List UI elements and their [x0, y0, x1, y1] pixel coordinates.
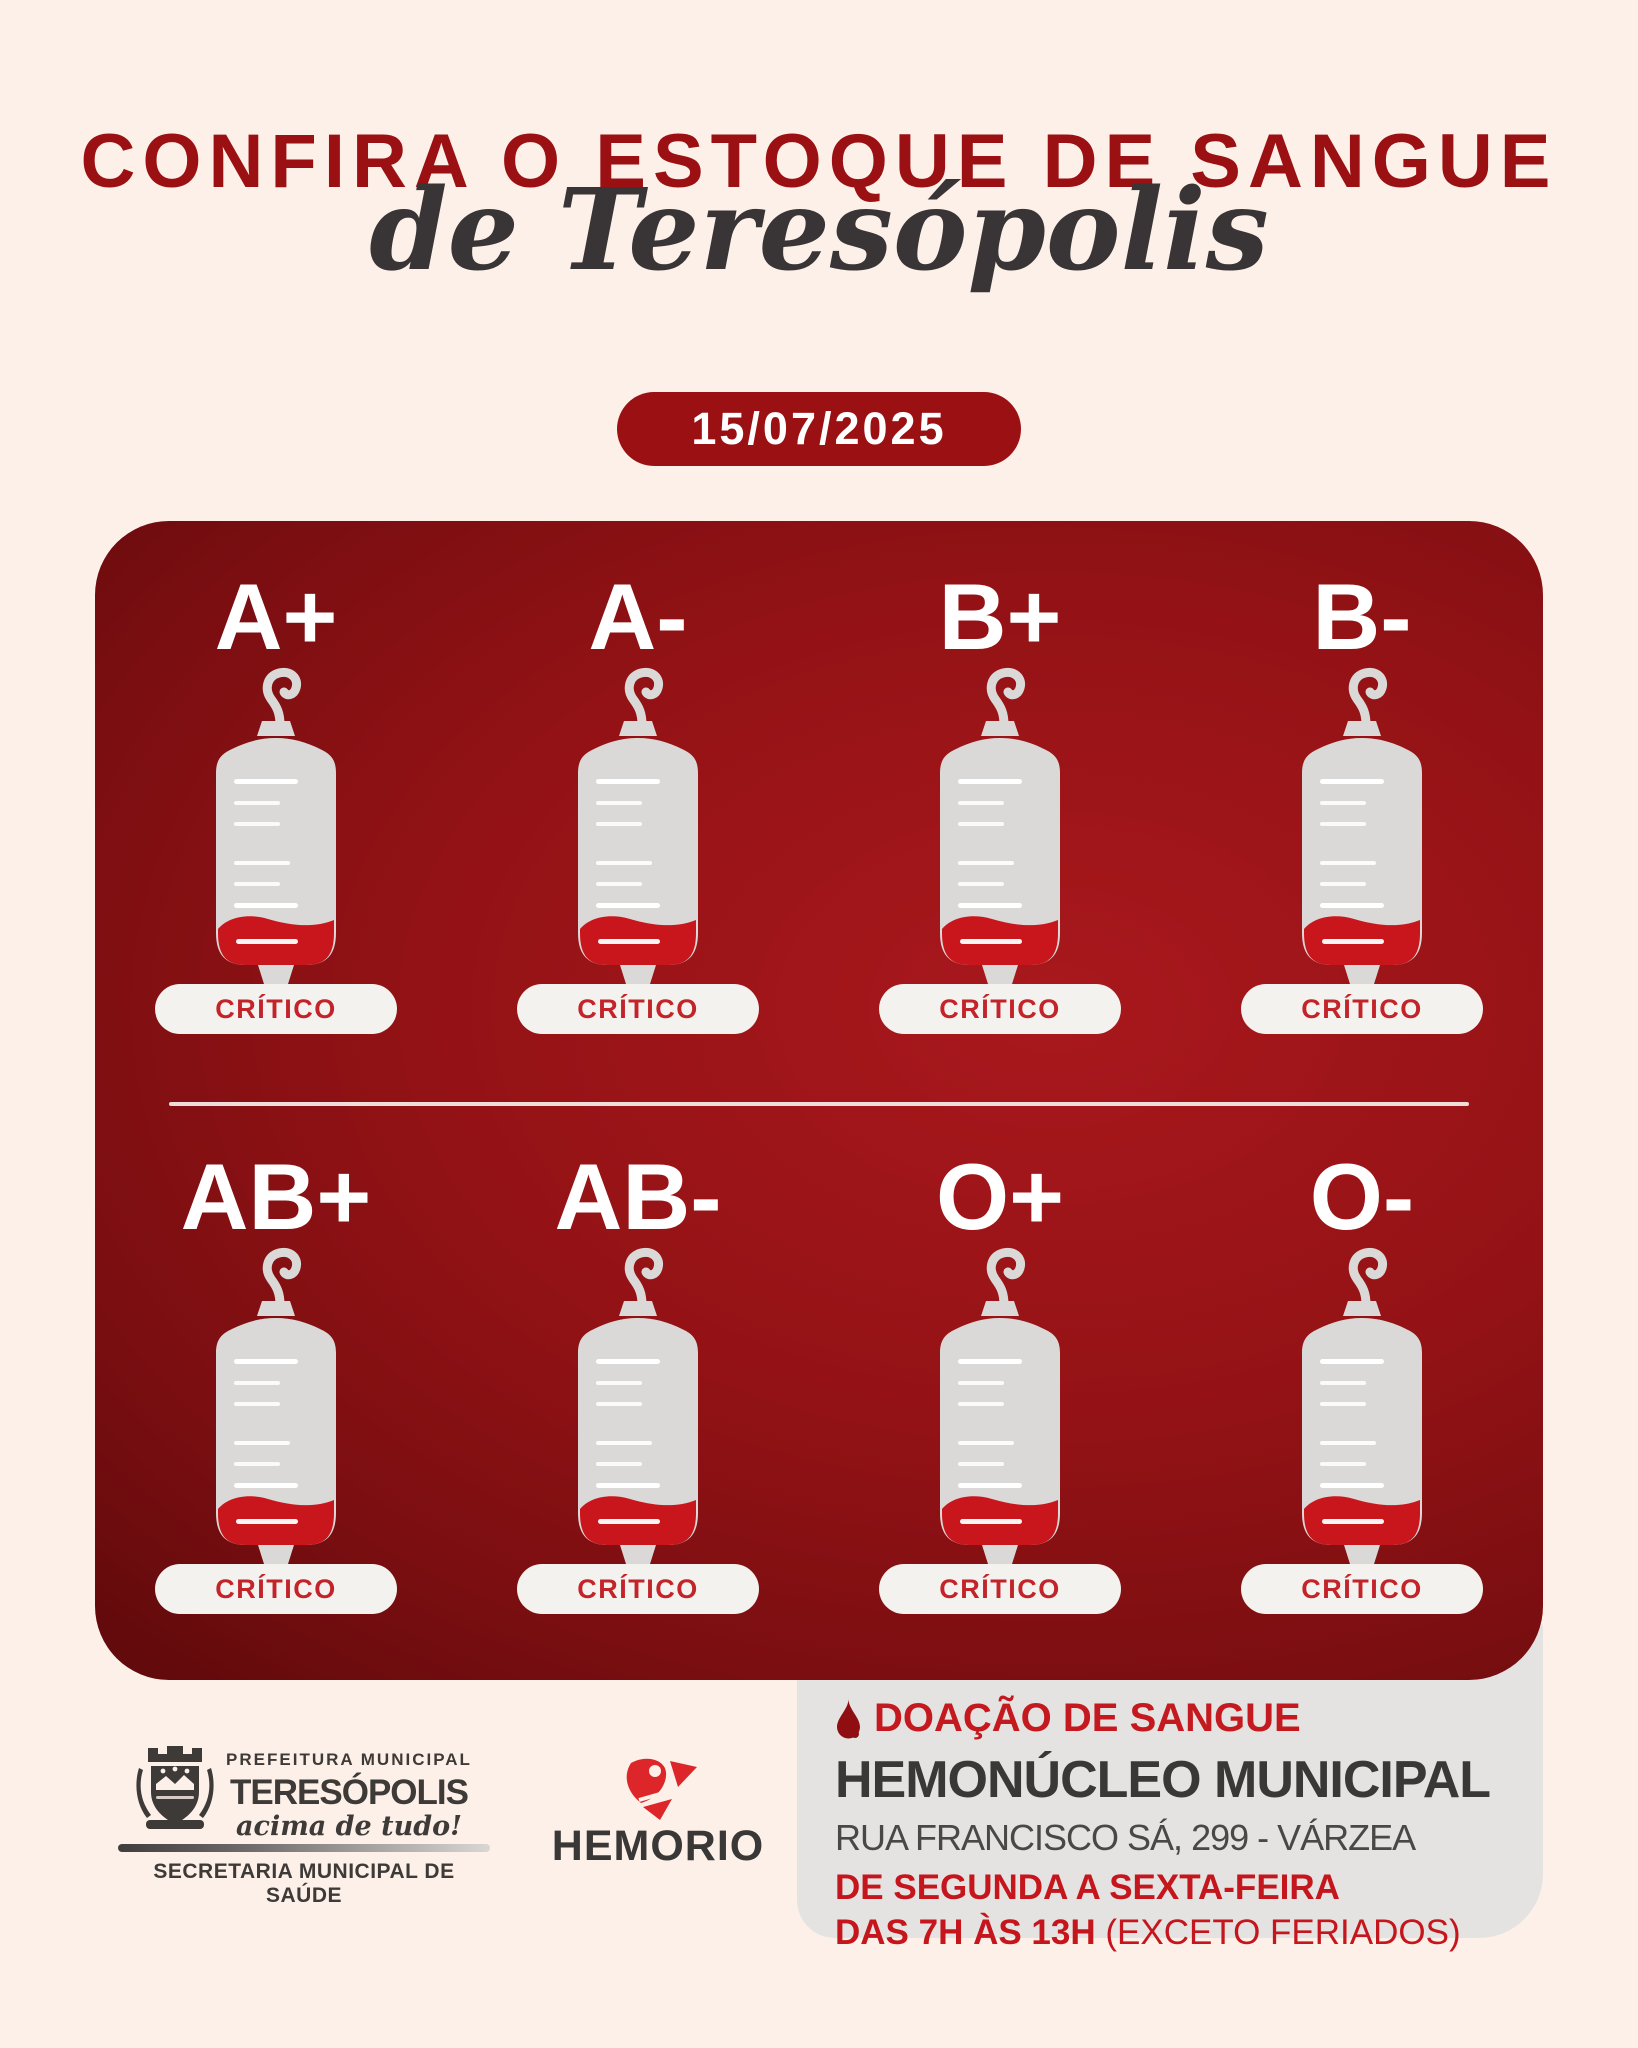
status-badge: CRÍTICO — [1241, 984, 1483, 1034]
status-badge: CRÍTICO — [155, 984, 397, 1034]
status-badge: CRÍTICO — [879, 984, 1121, 1034]
hemorio-icon — [626, 1758, 697, 1820]
stock-cell-a-neg: A- CRÍTICO — [457, 569, 819, 1034]
donation-hours-time: DAS 7H ÀS 13H — [835, 1913, 1096, 1952]
blood-bag-icon — [1282, 1247, 1442, 1593]
blood-drop-icon — [837, 1698, 860, 1738]
stock-cell-o-neg: O- CRÍTICO — [1181, 1149, 1543, 1614]
date-text: 15/07/2025 — [691, 403, 947, 454]
prefeitura-text: PREFEITURA MUNICIPAL TERESÓPOLIS acima d… — [218, 1750, 480, 1842]
prefeitura-logo: PREFEITURA MUNICIPAL TERESÓPOLIS acima d… — [118, 1738, 490, 1907]
status-badge: CRÍTICO — [517, 1564, 759, 1614]
status-text: CRÍTICO — [939, 993, 1061, 1024]
blood-bag-icon — [558, 1247, 718, 1593]
blood-type-label: A+ — [214, 564, 338, 669]
blood-bag-icon — [920, 667, 1080, 1013]
status-badge: CRÍTICO — [517, 984, 759, 1034]
status-text: CRÍTICO — [577, 1573, 699, 1604]
blood-type-label: B- — [1312, 564, 1412, 669]
page-subtitle: de Teresópolis — [369, 165, 1269, 296]
stock-cell-ab-pos: AB+ CRÍTICO — [95, 1149, 457, 1614]
stock-row-1: A+ CRÍTICO A- CRÍTICO B+ CRÍTICO B- CRÍT… — [95, 569, 1543, 1034]
donation-hours: DAS 7H ÀS 13H (EXCETO FERIADOS) — [835, 1913, 1513, 1953]
row-divider — [169, 1102, 1469, 1106]
secretaria-label: SECRETARIA MUNICIPAL DE SAÚDE — [153, 1860, 455, 1907]
blood-bag-icon — [196, 667, 356, 1013]
stock-panel: A+ CRÍTICO A- CRÍTICO B+ CRÍTICO B- CRÍT… — [95, 521, 1543, 1680]
blood-type-label: AB+ — [180, 1144, 372, 1249]
stock-cell-b-neg: B- CRÍTICO — [1181, 569, 1543, 1034]
status-text: CRÍTICO — [1301, 1573, 1423, 1604]
blood-bag-icon — [920, 1247, 1080, 1593]
stock-row-2: AB+ CRÍTICO AB- CRÍTICO O+ CRÍTICO O- CR… — [95, 1149, 1543, 1614]
hemorio-name: HEMORIO — [551, 1822, 765, 1870]
donation-place: HEMONÚCLEO MUNICIPAL — [835, 1751, 1491, 1809]
prefeitura-gradient-bar — [118, 1844, 490, 1852]
status-badge: CRÍTICO — [879, 1564, 1121, 1614]
blood-type-label: A- — [588, 564, 688, 669]
stock-cell-b-pos: B+ CRÍTICO — [819, 569, 1181, 1034]
stock-cell-a-pos: A+ CRÍTICO — [95, 569, 457, 1034]
donation-address: RUA FRANCISCO SÁ, 299 - VÁRZEA — [835, 1817, 1416, 1858]
donation-heading-row: DOAÇÃO DE SANGUE — [835, 1696, 1513, 1741]
status-text: CRÍTICO — [215, 993, 337, 1024]
prefeitura-slogan: acima de tudo! — [236, 1811, 462, 1842]
blood-type-label: AB- — [554, 1144, 722, 1249]
status-badge: CRÍTICO — [155, 1564, 397, 1614]
stock-cell-ab-neg: AB- CRÍTICO — [457, 1149, 819, 1614]
teresopolis-crest-icon — [136, 1746, 214, 1829]
hemorio-logo: HEMORIO — [540, 1756, 776, 1871]
stock-cell-o-pos: O+ CRÍTICO — [819, 1149, 1181, 1614]
status-text: CRÍTICO — [939, 1573, 1061, 1604]
date-badge: 15/07/2025 — [617, 392, 1021, 466]
blood-bag-icon — [558, 667, 718, 1013]
donation-days: DE SEGUNDA A SEXTA-FEIRA — [835, 1868, 1340, 1907]
status-text: CRÍTICO — [1301, 993, 1423, 1024]
blood-bag-icon — [196, 1247, 356, 1593]
status-badge: CRÍTICO — [1241, 1564, 1483, 1614]
blood-bag-icon — [1282, 667, 1442, 1013]
status-text: CRÍTICO — [215, 1573, 337, 1604]
donation-hours-note: (EXCETO FERIADOS) — [1095, 1913, 1461, 1952]
blood-type-label: B+ — [938, 564, 1062, 669]
prefeitura-line1: PREFEITURA MUNICIPAL — [226, 1750, 472, 1769]
prefeitura-name: TERESÓPOLIS — [230, 1773, 469, 1812]
blood-type-label: O- — [1309, 1144, 1415, 1249]
donation-heading: DOAÇÃO DE SANGUE — [874, 1696, 1301, 1740]
blood-type-label: O+ — [935, 1144, 1064, 1249]
status-text: CRÍTICO — [577, 993, 699, 1024]
page-title: CONFIRA O ESTOQUE DE SANGUE — [80, 119, 1558, 204]
